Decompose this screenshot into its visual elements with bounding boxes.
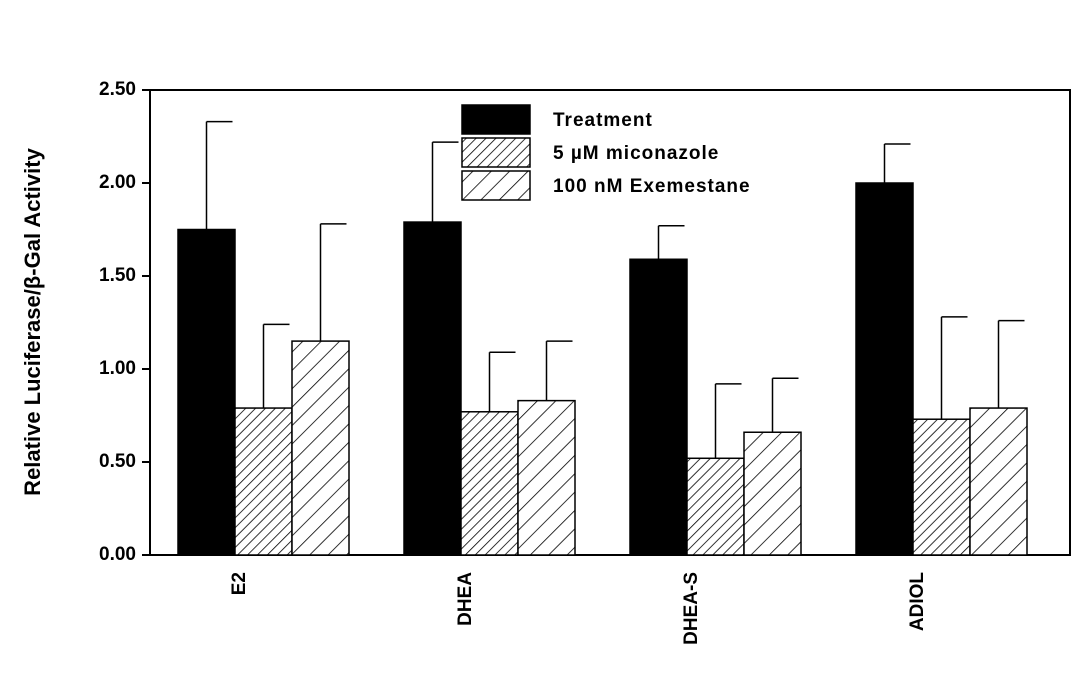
- error-bar: [714, 383, 742, 459]
- legend-swatch: [461, 137, 531, 168]
- error-bar: [657, 225, 685, 260]
- bar: [686, 457, 745, 556]
- x-tick-label: DHEA: [455, 572, 476, 626]
- x-tick-label: DHEA-S: [681, 572, 702, 645]
- y-tick-label: 1.00: [99, 358, 136, 379]
- bar: [234, 407, 293, 556]
- legend-swatch: [461, 104, 531, 135]
- bar: [743, 431, 802, 556]
- error-bar: [940, 316, 968, 420]
- error-bar: [488, 351, 516, 412]
- y-tick-label: 0.50: [99, 451, 136, 472]
- legend-label: 100 nM Exemestane: [553, 176, 751, 197]
- bar: [517, 399, 576, 556]
- y-tick-label: 1.50: [99, 265, 136, 286]
- error-bar: [319, 223, 347, 342]
- error-bar: [545, 340, 573, 401]
- bar: [969, 407, 1028, 556]
- bar: [460, 411, 519, 556]
- legend-label: Treatment: [553, 110, 653, 131]
- error-bar: [262, 323, 290, 409]
- bar: [855, 182, 914, 556]
- bar: [291, 340, 350, 556]
- y-tick-label: 2.00: [99, 172, 136, 193]
- plot-frame: [149, 89, 1071, 556]
- bar: [177, 228, 236, 556]
- bar: [403, 221, 462, 556]
- x-tick-label: E2: [229, 572, 250, 595]
- x-tick-label: ADIOL: [907, 572, 928, 632]
- bar: [912, 418, 971, 556]
- error-bar: [431, 141, 459, 223]
- legend-label: 5 µM miconazole: [553, 143, 719, 164]
- error-bar: [997, 319, 1025, 409]
- error-bar: [771, 377, 799, 433]
- error-bar: [205, 120, 233, 230]
- bar: [629, 258, 688, 556]
- y-axis-label: Relative Luciferase/β-Gal Activity: [20, 147, 45, 495]
- y-tick-label: 2.50: [99, 79, 136, 100]
- legend-swatch: [461, 170, 531, 201]
- y-tick-label: 0.00: [99, 544, 136, 565]
- error-bar: [883, 143, 911, 183]
